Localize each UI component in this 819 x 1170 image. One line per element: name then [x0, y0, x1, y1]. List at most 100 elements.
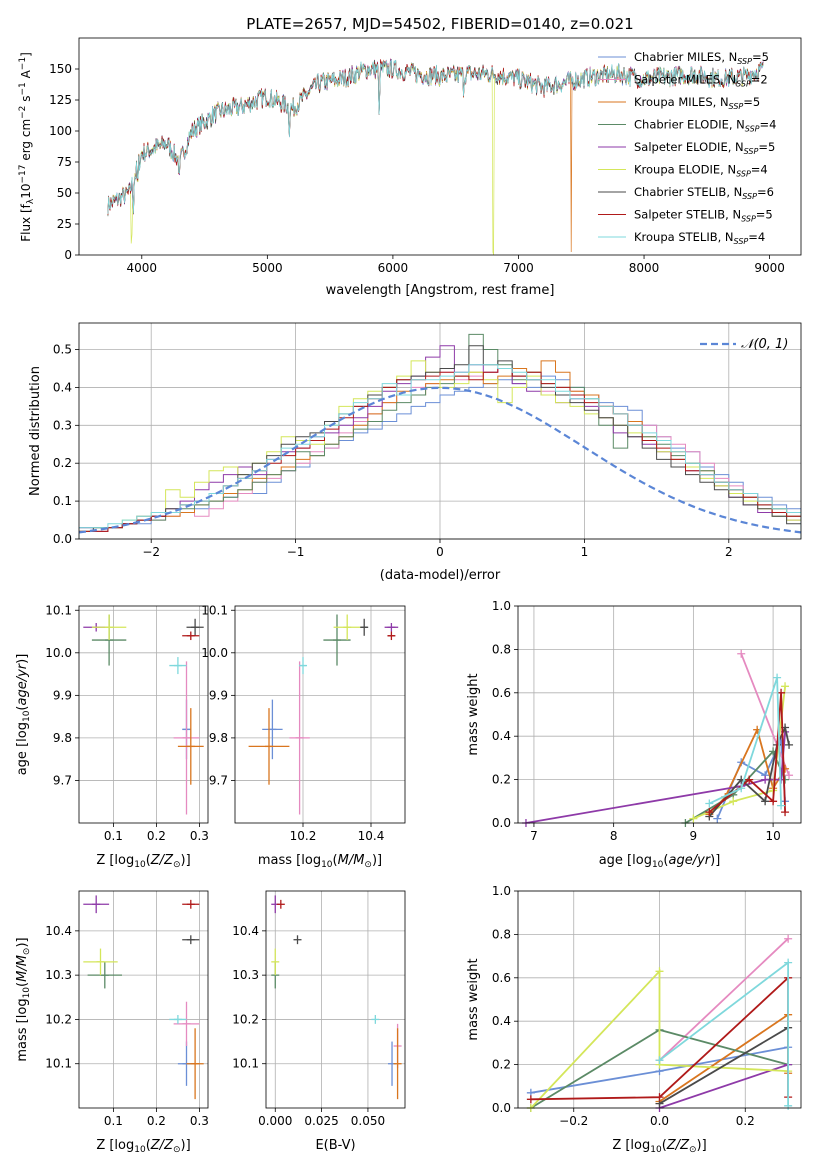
x-tick-label: 6000	[378, 261, 409, 275]
age-vs-mass-panel: 10.2 10.4 9.7 9.8 9.9 10.0 10.1 mass [log10(M/M…	[201, 603, 406, 870]
y-tick-label: 0	[64, 248, 72, 262]
y-tick-label: 10.2	[232, 1012, 259, 1026]
legend-entry: Kroupa STELIB, NSSP=4	[634, 230, 765, 246]
weight-vs-metallicity-panel: −0.2 0.0 0.2 0.0 0.2 0.4 0.6 0.8 1.0 Z [log10(Z/Z…	[466, 884, 802, 1155]
spectrum-line	[107, 59, 764, 253]
y-tick-label: 10.1	[45, 603, 72, 617]
y-tick-label: 0.4	[53, 380, 72, 394]
spectrum-line	[107, 59, 764, 216]
x-tick-label: 7000	[503, 261, 534, 275]
weight-marker	[785, 740, 794, 749]
y-tick-label: 0.4	[492, 1014, 511, 1028]
y-tick-label: 10.2	[45, 1012, 72, 1026]
y-axis-label: Flux [fλ10−17 erg cm−2 s−1 A−1]	[18, 52, 36, 242]
y-tick-label: 100	[49, 124, 72, 138]
y-tick-label: 125	[49, 93, 72, 107]
age-vs-metallicity-panel: 0.1 0.2 0.3 9.7 9.8 9.9 10.0 10.1 Z [log10(Z/Z⊙)…	[15, 603, 209, 870]
weight-line	[708, 677, 782, 806]
y-tick-label: 1.0	[492, 884, 511, 898]
legend-entry: Chabrier STELIB, NSSP=6	[634, 185, 774, 201]
y-tick-label: 0.3	[53, 418, 72, 432]
x-tick-label: 0.3	[190, 829, 209, 843]
y-tick-label: 0.6	[492, 971, 511, 985]
x-axis-label: mass [log10(M/M⊙)]	[258, 853, 382, 870]
legend-entry: Chabrier ELODIE, NSSP=4	[634, 118, 776, 134]
y-tick-label: 50	[57, 186, 72, 200]
weight-marker	[655, 967, 664, 976]
weight-marker	[769, 797, 778, 806]
x-tick-label: −0.2	[559, 1114, 588, 1128]
x-axis-label: age [log10(age/yr)]	[599, 853, 721, 870]
weight-vs-age-panel: 7 8 9 10 0.0 0.2 0.4 0.6 0.8 1.0 age [log10(age/yr…	[466, 599, 802, 870]
y-tick-label: 1.0	[492, 599, 511, 613]
weight-line	[658, 1013, 789, 1103]
x-tick-label: −2	[142, 545, 160, 559]
histogram-panel: −2 −1 0 1 2 0.0 0.1 0.2 0.3 0.4 0.5 𝒩(0, 1) (data-mo…	[28, 322, 802, 583]
x-tick-label: 0.1	[104, 829, 123, 843]
y-tick-label: 25	[57, 217, 72, 231]
y-tick-label: 10.4	[45, 924, 72, 938]
axes-frame	[78, 890, 209, 1109]
weight-marker	[784, 934, 793, 943]
x-tick-label: 7	[530, 829, 538, 843]
axes-frame	[78, 605, 209, 824]
axes-frame	[78, 322, 802, 540]
y-tick-label: 0.2	[492, 773, 511, 787]
weight-marker	[689, 814, 698, 823]
y-axis-label: mass weight	[466, 958, 481, 1040]
y-tick-label: 10.3	[45, 968, 72, 982]
y-tick-label: 150	[49, 62, 72, 76]
y-tick-label: 9.9	[209, 688, 228, 702]
y-tick-label: 0.8	[492, 927, 511, 941]
y-axis-label: mass weight	[466, 673, 481, 755]
weight-marker	[781, 808, 790, 817]
y-tick-label: 10.1	[232, 1057, 259, 1071]
y-tick-label: 10.1	[201, 603, 228, 617]
y-axis-label: age [log10(age/yr)]	[15, 654, 32, 776]
x-tick-label: 8000	[629, 261, 660, 275]
x-tick-label: 0.2	[736, 1114, 755, 1128]
x-axis-label: E(B-V)	[315, 1138, 355, 1153]
x-tick-label: 8	[610, 829, 618, 843]
x-axis-label: (data-model)/error	[380, 568, 501, 583]
legend-entry: Kroupa ELODIE, NSSP=4	[634, 163, 768, 179]
weight-marker	[784, 1101, 793, 1110]
weight-marker	[737, 784, 746, 793]
axes-frame	[265, 890, 406, 1109]
weight-line	[658, 938, 789, 1061]
y-tick-label: 9.8	[209, 731, 228, 745]
x-tick-label: 5000	[252, 261, 283, 275]
weight-line	[708, 724, 790, 818]
spectrum-line	[107, 59, 764, 214]
x-tick-label: −1	[287, 545, 305, 559]
x-axis-label: Z [log10(Z/Z⊙)]	[96, 1138, 190, 1155]
weight-line	[659, 1063, 789, 1108]
weight-marker	[526, 1095, 535, 1104]
y-axis-label: Normed distribution	[28, 366, 43, 496]
y-tick-label: 0.5	[53, 343, 72, 357]
weight-line	[659, 1026, 789, 1105]
x-tick-label: 0.2	[147, 829, 166, 843]
weight-marker	[784, 958, 793, 967]
weight-marker	[745, 775, 754, 784]
y-tick-label: 9.7	[209, 773, 228, 787]
y-tick-label: 10.4	[232, 924, 259, 938]
weight-marker	[761, 775, 770, 784]
x-tick-label: 9	[690, 829, 698, 843]
weight-line	[525, 731, 786, 823]
y-tick-label: 9.9	[53, 688, 72, 702]
weight-marker	[705, 808, 714, 817]
mass-vs-metallicity-panel: 0.1 0.2 0.3 10.1 10.2 10.3 10.4 Z [log10(Z/Z⊙)]…	[15, 890, 209, 1155]
y-tick-label: 0.0	[492, 816, 511, 830]
y-tick-label: 75	[57, 155, 72, 169]
y-tick-label: 9.8	[53, 731, 72, 745]
axes-frame	[78, 37, 802, 256]
legend-entry: 𝒩(0, 1)	[741, 337, 788, 352]
legend-entry: Kroupa MILES, NSSP=5	[634, 95, 760, 111]
y-tick-label: 10.0	[45, 646, 72, 660]
weight-marker	[785, 771, 794, 780]
weight-marker	[773, 673, 782, 682]
histogram-step	[79, 364, 801, 539]
x-tick-label: 0.2	[147, 1114, 166, 1128]
mass-vs-ebv-panel: 0.000 0.025 0.050 10.1 10.2 10.3 10.4 E(B-V)	[232, 890, 406, 1153]
